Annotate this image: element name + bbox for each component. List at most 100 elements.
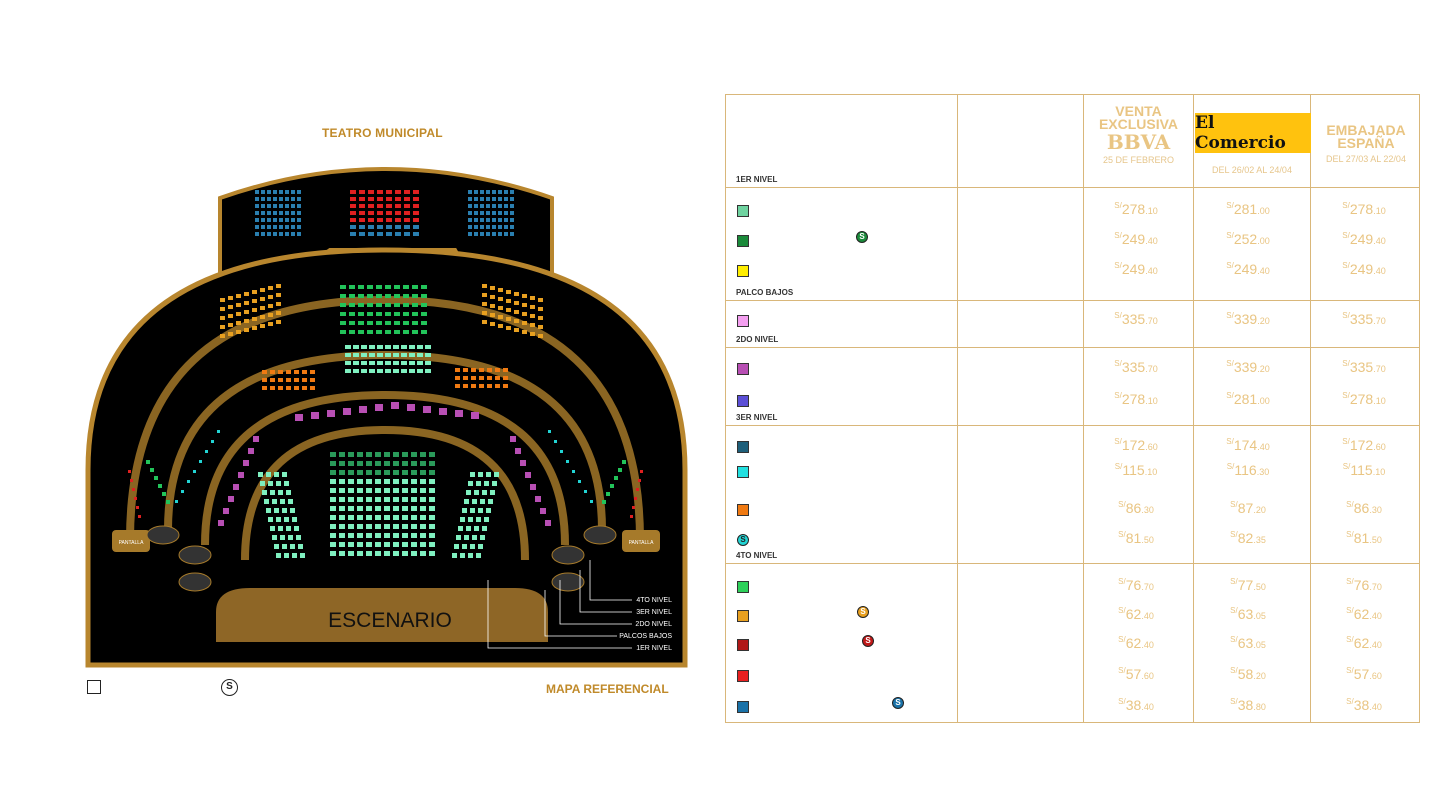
price-cell: S/172.60	[1342, 437, 1386, 453]
seat	[393, 524, 399, 529]
seat	[478, 544, 483, 549]
seat	[590, 500, 593, 503]
theater-seating-map[interactable]: PANTALLA PANTALLA ESCENARIO 4TO NIVEL 3E…	[0, 0, 700, 700]
seat	[278, 370, 283, 374]
seat	[622, 460, 626, 464]
seat	[492, 218, 496, 222]
seat	[468, 211, 472, 215]
seat	[395, 232, 401, 236]
price-cell: S/278.10	[1342, 201, 1386, 217]
seat	[455, 368, 460, 372]
price-cell: S/252.00	[1226, 231, 1270, 247]
seat	[368, 204, 374, 208]
price-cell: S/58.20	[1230, 666, 1266, 682]
seat	[385, 285, 391, 289]
seat	[162, 492, 166, 496]
seat	[504, 218, 508, 222]
seat	[244, 292, 249, 296]
header-bbva: VENTA EXCLUSIVA BBVA 25 DE FEBRERO	[1098, 103, 1179, 165]
seat	[385, 330, 391, 334]
seat	[367, 303, 373, 307]
seat	[482, 490, 487, 495]
seat	[470, 472, 475, 477]
seat	[285, 225, 289, 229]
seat	[480, 225, 484, 229]
seat	[377, 218, 383, 222]
seat	[506, 290, 511, 294]
s-seat-icon: S	[856, 231, 868, 243]
seat	[420, 479, 426, 484]
seat	[330, 461, 336, 466]
seat	[228, 323, 233, 327]
price-cell: S/172.60	[1114, 437, 1158, 453]
section-label: PALCO BAJOS	[736, 288, 794, 297]
seat	[217, 430, 220, 433]
seat	[506, 326, 511, 330]
seat	[244, 319, 249, 323]
seat	[421, 285, 427, 289]
seat	[584, 490, 587, 493]
seat	[504, 197, 508, 201]
seat	[310, 370, 315, 374]
seat	[273, 204, 277, 208]
seat	[220, 325, 225, 329]
seat	[223, 508, 229, 514]
seat	[474, 232, 478, 236]
seat	[268, 286, 273, 290]
zone-color-swatch	[737, 363, 749, 375]
seat	[474, 526, 479, 531]
seat	[294, 370, 299, 374]
seat	[261, 190, 265, 194]
seat	[554, 440, 557, 443]
legend-s-icon: S	[221, 679, 238, 696]
seat	[606, 492, 610, 496]
seat	[403, 285, 409, 289]
seat	[412, 303, 418, 307]
seat	[401, 361, 407, 365]
seat	[267, 225, 271, 229]
seat	[530, 305, 535, 309]
seat	[514, 292, 519, 296]
seat	[503, 376, 508, 380]
seat	[369, 345, 375, 349]
seat	[330, 551, 336, 556]
seat	[284, 517, 289, 522]
zone-color-swatch	[737, 466, 749, 478]
seat	[228, 332, 233, 336]
seat	[154, 476, 158, 480]
seat	[349, 294, 355, 298]
seat	[522, 294, 527, 298]
seat	[466, 526, 471, 531]
seat	[368, 190, 374, 194]
price-cell: S/77.50	[1230, 577, 1266, 593]
seat	[361, 345, 367, 349]
seat	[302, 386, 307, 390]
price-cell: S/335.70	[1114, 359, 1158, 375]
seat	[476, 517, 481, 522]
seat	[261, 218, 265, 222]
seat	[330, 488, 336, 493]
seat	[494, 472, 499, 477]
seat	[486, 225, 490, 229]
zone-color-swatch	[737, 701, 749, 713]
seat	[136, 506, 139, 509]
seat	[349, 312, 355, 316]
seat	[297, 225, 301, 229]
seat	[490, 322, 495, 326]
seat	[420, 542, 426, 547]
seat	[464, 499, 469, 504]
seat	[377, 353, 383, 357]
seat	[520, 460, 526, 466]
seat	[350, 218, 356, 222]
seat	[412, 294, 418, 298]
seat	[327, 410, 335, 417]
seat	[402, 497, 408, 502]
price-cell: S/335.70	[1114, 311, 1158, 327]
seat	[272, 535, 277, 540]
seat	[260, 481, 265, 486]
zone-color-swatch	[737, 610, 749, 622]
map-title: TEATRO MUNICIPAL	[322, 126, 443, 140]
seat	[384, 524, 390, 529]
seat	[348, 470, 354, 475]
seat	[429, 488, 435, 493]
